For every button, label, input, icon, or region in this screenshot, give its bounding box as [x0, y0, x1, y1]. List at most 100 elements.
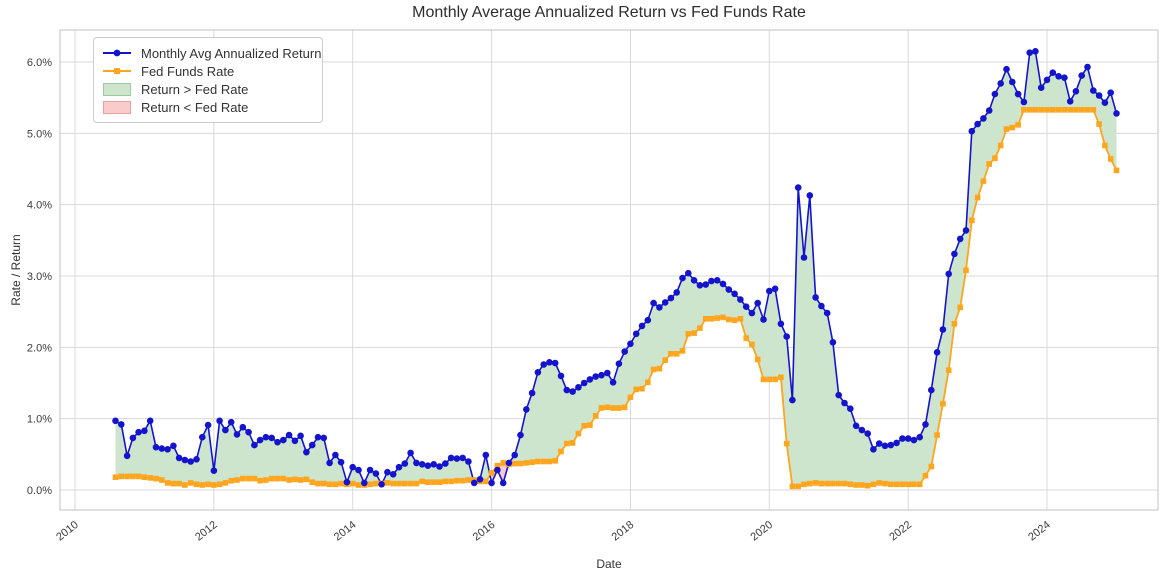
circle-marker [991, 90, 999, 98]
square-marker [1102, 142, 1108, 149]
square-marker [969, 217, 975, 224]
circle-marker [870, 446, 877, 453]
circle-marker [968, 127, 976, 135]
square-marker [413, 480, 420, 487]
circle-marker [135, 428, 142, 436]
square-marker [679, 348, 686, 354]
square-marker [714, 315, 720, 321]
square-marker [731, 317, 738, 323]
circle-marker [343, 478, 351, 486]
circle-marker [1026, 49, 1033, 56]
circle-marker [233, 431, 241, 438]
circle-marker [783, 333, 790, 340]
y-tick-label: 5.0% [27, 128, 52, 140]
square-marker [164, 480, 171, 486]
square-marker [893, 481, 900, 488]
circle-marker [835, 391, 842, 399]
square-marker [922, 472, 929, 479]
square-marker [830, 480, 836, 487]
circle-marker [708, 277, 715, 285]
square-marker [245, 475, 252, 482]
square-marker [222, 480, 229, 486]
square-marker [546, 458, 553, 465]
square-marker [951, 321, 958, 327]
square-marker [367, 481, 373, 488]
circle-marker [239, 423, 247, 431]
circle-marker [349, 463, 357, 471]
circle-marker [407, 449, 414, 457]
square-marker [1078, 107, 1085, 113]
circle-marker [517, 431, 524, 439]
circle-marker [569, 388, 576, 395]
square-marker [425, 479, 431, 485]
square-marker [349, 480, 356, 487]
circle-marker [447, 454, 455, 462]
square-marker [1050, 107, 1056, 113]
circle-marker [737, 296, 744, 303]
y-tick-label: 1.0% [27, 414, 52, 426]
square-marker [876, 480, 882, 486]
square-marker [812, 480, 819, 486]
square-marker [182, 482, 188, 488]
circle-marker [175, 454, 183, 462]
circle-marker [129, 434, 137, 442]
circle-marker [777, 320, 785, 328]
square-marker [997, 142, 1004, 149]
circle-marker [794, 184, 802, 191]
circle-marker [974, 120, 981, 128]
square-marker [604, 404, 611, 411]
square-marker [494, 462, 501, 469]
circle-marker [1078, 72, 1085, 79]
circle-marker [297, 432, 304, 440]
square-marker [726, 316, 732, 323]
circle-marker [123, 452, 131, 460]
circle-marker [962, 227, 970, 234]
circle-marker [146, 417, 154, 425]
circle-marker [511, 451, 518, 459]
circle-marker [806, 192, 814, 199]
square-marker [170, 480, 177, 487]
circle-marker [823, 309, 831, 317]
square-marker [1061, 107, 1068, 113]
square-marker [639, 385, 645, 392]
circle-marker [488, 479, 495, 487]
circle-marker [858, 426, 866, 434]
circle-marker [1061, 74, 1068, 81]
square-marker [1084, 107, 1091, 113]
circle-marker [395, 463, 403, 471]
circle-marker [262, 433, 270, 441]
square-marker [390, 480, 396, 487]
patch-swatch-icon [102, 82, 132, 96]
avg-return-markers [112, 48, 1120, 488]
circle-marker [170, 442, 177, 450]
square-marker [228, 477, 234, 484]
circle-marker [980, 115, 987, 122]
square-marker [853, 482, 859, 488]
region-return-above-fed [508, 51, 1117, 487]
square-marker [795, 483, 801, 490]
square-marker [749, 341, 755, 348]
square-marker [974, 194, 981, 201]
circle-marker [847, 405, 854, 413]
circle-marker [1084, 63, 1091, 71]
square-marker [564, 440, 570, 447]
square-marker [257, 477, 263, 484]
square-marker [818, 480, 825, 487]
circle-marker [685, 269, 692, 277]
square-marker [205, 481, 211, 488]
line-square-marker-icon [102, 65, 132, 77]
square-marker [211, 482, 217, 488]
circle-marker [713, 277, 721, 284]
square-marker [1055, 107, 1062, 113]
circle-marker [1049, 69, 1057, 76]
square-marker [864, 482, 871, 489]
square-marker [465, 477, 472, 483]
circle-marker [1020, 98, 1028, 106]
square-marker [697, 325, 703, 331]
circle-marker [621, 348, 628, 355]
square-marker [616, 405, 622, 411]
square-marker [199, 482, 206, 488]
square-marker [587, 422, 593, 428]
x-tick-label: 2018 [610, 519, 637, 544]
legend-box: Monthly Avg Annualized Return Fed Funds R… [93, 37, 323, 123]
